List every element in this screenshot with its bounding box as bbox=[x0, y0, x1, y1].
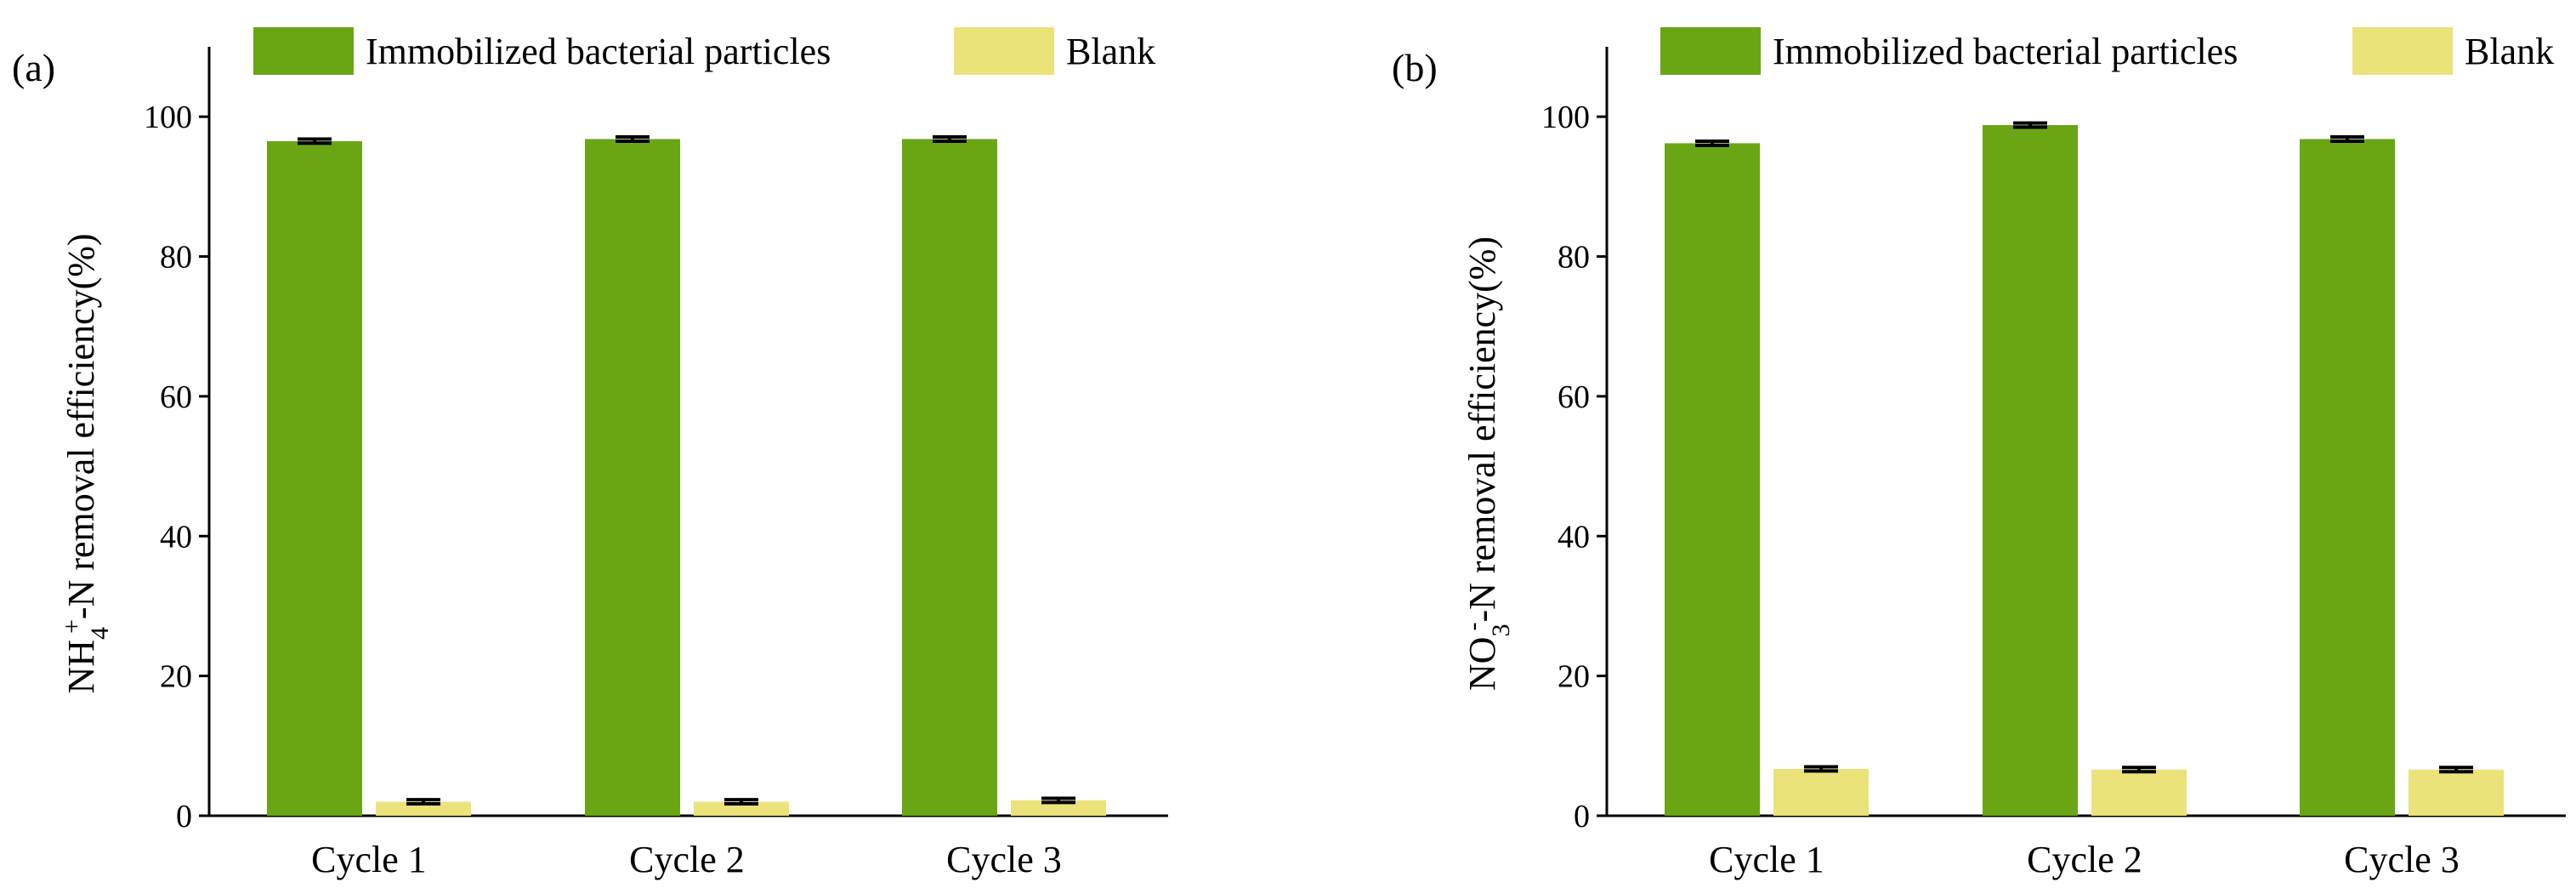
bar-immobilized-cycle-1 bbox=[1665, 143, 1760, 817]
panel-b: (b) Immobilized bacterial particles Blan… bbox=[1392, 27, 2566, 880]
legend-label-blank: Blank bbox=[2465, 31, 2554, 72]
y-tick-label: 0 bbox=[176, 799, 192, 834]
bars bbox=[1665, 121, 2504, 817]
panel-a: (a) Immobilized bacterial particles Blan… bbox=[12, 27, 1168, 880]
x-tick-label-cycle-1: Cycle 1 bbox=[1709, 839, 1824, 880]
y-tick-label: 20 bbox=[160, 659, 192, 695]
y-tick-label: 100 bbox=[144, 100, 192, 135]
y-tick-label: 0 bbox=[1574, 799, 1590, 834]
bar-immobilized-cycle-3 bbox=[902, 139, 997, 817]
bar-immobilized-cycle-1 bbox=[267, 140, 362, 817]
bar-immobilized-cycle-3 bbox=[2300, 139, 2395, 817]
bar-blank-cycle-2 bbox=[2091, 769, 2187, 816]
x-tick-label-cycle-3: Cycle 3 bbox=[2344, 839, 2460, 880]
y-tick-label: 60 bbox=[1558, 379, 1590, 415]
y-axis-title: NH4+-N removal efficiency(%) bbox=[58, 233, 114, 693]
bar-blank-cycle-1 bbox=[1773, 768, 1869, 816]
legend-swatch-immobilized bbox=[1660, 27, 1761, 75]
bar-blank-cycle-2 bbox=[694, 801, 789, 816]
x-tick-label-cycle-3: Cycle 3 bbox=[946, 839, 1062, 880]
legend-label-blank: Blank bbox=[1066, 31, 1155, 72]
bars bbox=[267, 135, 1106, 817]
x-tick-label-cycle-1: Cycle 1 bbox=[311, 839, 427, 880]
bar-blank-cycle-3 bbox=[2409, 769, 2504, 816]
y-ticks: 0 20 40 60 80 100 bbox=[1541, 100, 1607, 834]
legend-swatch-immobilized bbox=[253, 27, 354, 75]
x-tick-label-cycle-2: Cycle 2 bbox=[629, 839, 745, 880]
panel-label: (b) bbox=[1392, 46, 1438, 89]
bar-immobilized-cycle-2 bbox=[585, 139, 680, 817]
panel-label: (a) bbox=[12, 46, 55, 89]
x-tick-label-cycle-2: Cycle 2 bbox=[2027, 839, 2142, 880]
legend-swatch-blank bbox=[954, 27, 1054, 75]
bar-blank-cycle-3 bbox=[1011, 800, 1106, 816]
legend-swatch-blank bbox=[2352, 27, 2453, 75]
y-tick-label: 60 bbox=[160, 379, 192, 415]
bar-immobilized-cycle-2 bbox=[1983, 125, 2078, 816]
bar-blank-cycle-1 bbox=[376, 801, 471, 816]
y-axis-title: NO3--N removal efficiency(%) bbox=[1459, 236, 1515, 691]
y-tick-label: 100 bbox=[1541, 100, 1590, 135]
y-tick-label: 40 bbox=[1558, 519, 1590, 555]
y-tick-label: 80 bbox=[1558, 240, 1590, 276]
y-tick-label: 80 bbox=[160, 240, 192, 276]
y-ticks: 0 20 40 60 80 100 bbox=[144, 100, 209, 834]
y-tick-label: 40 bbox=[160, 519, 192, 555]
y-tick-label: 20 bbox=[1558, 659, 1590, 695]
legend-label-immobilized: Immobilized bacterial particles bbox=[1773, 31, 2238, 72]
legend-label-immobilized: Immobilized bacterial particles bbox=[366, 31, 831, 72]
